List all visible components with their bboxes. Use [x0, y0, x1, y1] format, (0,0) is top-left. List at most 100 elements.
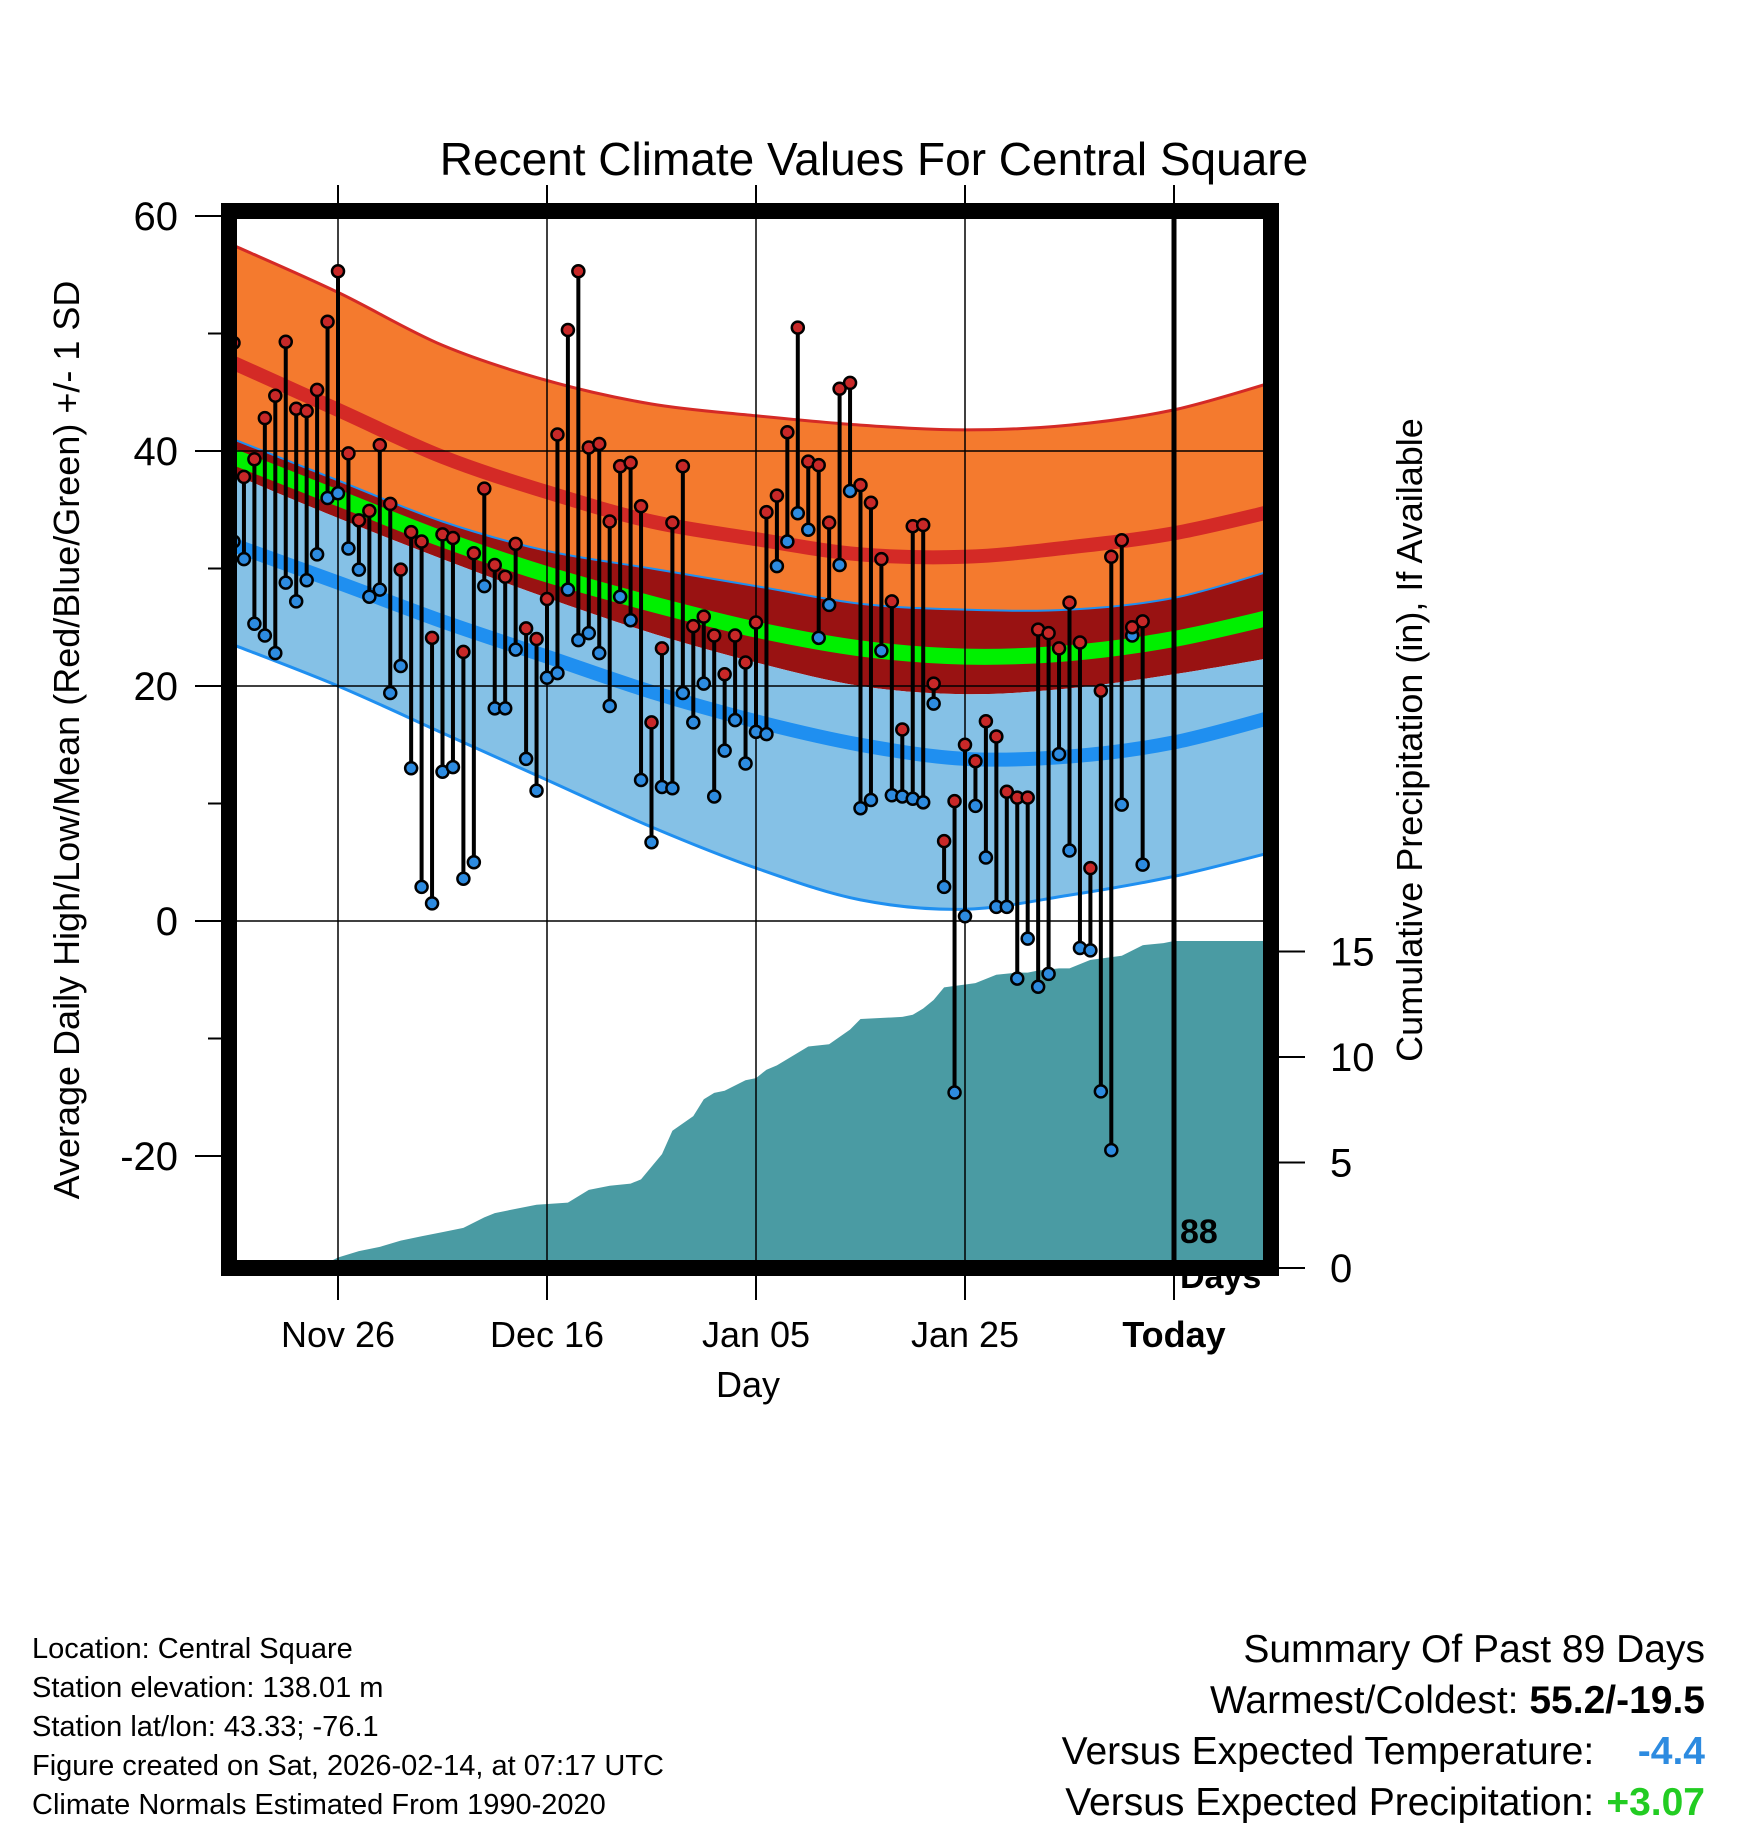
low-point — [999, 899, 1015, 915]
low-point — [1010, 971, 1025, 986]
low-point — [581, 625, 597, 641]
mean-sd-band — [233, 439, 1268, 695]
high-point — [330, 263, 346, 279]
low-point — [675, 685, 691, 701]
y-tick-label: -20 — [120, 1135, 178, 1179]
low-point — [915, 795, 931, 810]
high-point — [759, 504, 774, 520]
station-info: Location: Central Square Station elevati… — [32, 1630, 664, 1825]
normals-text: Climate Normals Estimated From 1990-2020 — [32, 1789, 606, 1821]
high-point — [550, 427, 565, 442]
high-point — [497, 569, 513, 584]
high-point — [957, 737, 973, 752]
x-tick-label: Today — [1122, 1314, 1225, 1355]
low-point — [1114, 797, 1129, 812]
low-point — [518, 751, 534, 767]
high-point — [236, 469, 252, 485]
high-point — [790, 320, 806, 335]
low-point — [1041, 966, 1056, 982]
high-point — [978, 714, 994, 729]
low-point — [497, 701, 513, 716]
warm-cold-label: Warmest/Coldest: — [1210, 1679, 1519, 1722]
high-point — [915, 517, 931, 533]
high-point — [247, 451, 262, 467]
high-point — [665, 515, 680, 530]
low-point — [602, 698, 617, 714]
daily-data — [233, 263, 1150, 1158]
low-point — [759, 726, 774, 742]
high-point — [445, 530, 461, 546]
low-point — [936, 879, 952, 895]
temp-label: Versus Expected Temperature: — [1061, 1730, 1595, 1773]
low-point — [947, 1085, 962, 1100]
low-point — [874, 643, 889, 658]
high-point — [1135, 614, 1150, 629]
low-point — [612, 589, 628, 604]
high-point — [1072, 635, 1088, 650]
low-point — [706, 789, 722, 804]
high-point — [1114, 533, 1129, 548]
low-sd-band — [233, 474, 1268, 910]
y-tick-label: 40 — [134, 430, 179, 474]
high-point — [874, 551, 889, 567]
low-point — [309, 547, 325, 562]
x-tick-label: Jan 25 — [911, 1314, 1019, 1355]
low-point — [445, 759, 461, 775]
high-point — [508, 536, 523, 552]
summary-precip: Versus Expected Precipitation: +3.07 — [705, 1777, 1705, 1828]
precip-area — [333, 941, 1268, 1260]
high-point — [351, 513, 367, 528]
x-tick-label: Dec 16 — [490, 1314, 604, 1355]
high-point — [1124, 620, 1140, 635]
x-tick-label: Jan 05 — [702, 1314, 810, 1355]
low-point — [727, 712, 743, 728]
high-point — [257, 410, 273, 426]
high-point — [299, 403, 314, 419]
low-point — [738, 756, 753, 771]
low-point — [299, 573, 314, 588]
low-point — [414, 879, 429, 895]
high-point — [748, 615, 764, 630]
high-point — [884, 594, 900, 609]
y2-tick-label: 10 — [1330, 1036, 1375, 1080]
low-point — [592, 645, 607, 661]
low-point — [821, 597, 837, 613]
low-point — [351, 562, 367, 577]
low-point — [550, 665, 565, 681]
summary-temp: Versus Expected Temperature: -4.4 — [705, 1726, 1705, 1777]
low-point — [769, 558, 785, 574]
low-point — [1083, 943, 1098, 958]
low-point — [978, 850, 994, 865]
high-point — [853, 477, 868, 493]
low-point — [696, 676, 711, 691]
low-point — [842, 483, 858, 499]
precip-value: +3.07 — [1606, 1781, 1705, 1824]
low-point — [957, 909, 973, 924]
y-tick-label: 0 — [156, 900, 178, 944]
low-point — [853, 800, 868, 816]
high-point — [895, 722, 910, 737]
low-point — [424, 896, 440, 911]
y2-axis-label: Cumulative Precipitation (in), If Availa… — [1389, 418, 1430, 1062]
high-point — [706, 628, 722, 643]
high-point — [456, 644, 471, 660]
low-point — [644, 835, 659, 850]
low-point — [236, 551, 252, 567]
high-point — [539, 591, 555, 607]
plot-border — [221, 203, 1279, 1276]
low-point — [811, 630, 826, 646]
x-tick-label: Nov 26 — [281, 1314, 395, 1355]
low-point — [863, 792, 879, 808]
high-point — [571, 263, 586, 279]
low-point — [926, 696, 941, 711]
low-point — [508, 642, 523, 657]
high-point — [738, 655, 753, 670]
low-point — [1020, 931, 1035, 946]
high-point — [518, 621, 534, 636]
low-point — [330, 486, 346, 501]
high-point — [477, 481, 492, 496]
summary-panel: Summary Of Past 89 Days Warmest/Coldest:… — [705, 1624, 1705, 1828]
high-point — [1093, 683, 1109, 698]
high-point — [821, 515, 837, 530]
low-point — [560, 582, 576, 597]
